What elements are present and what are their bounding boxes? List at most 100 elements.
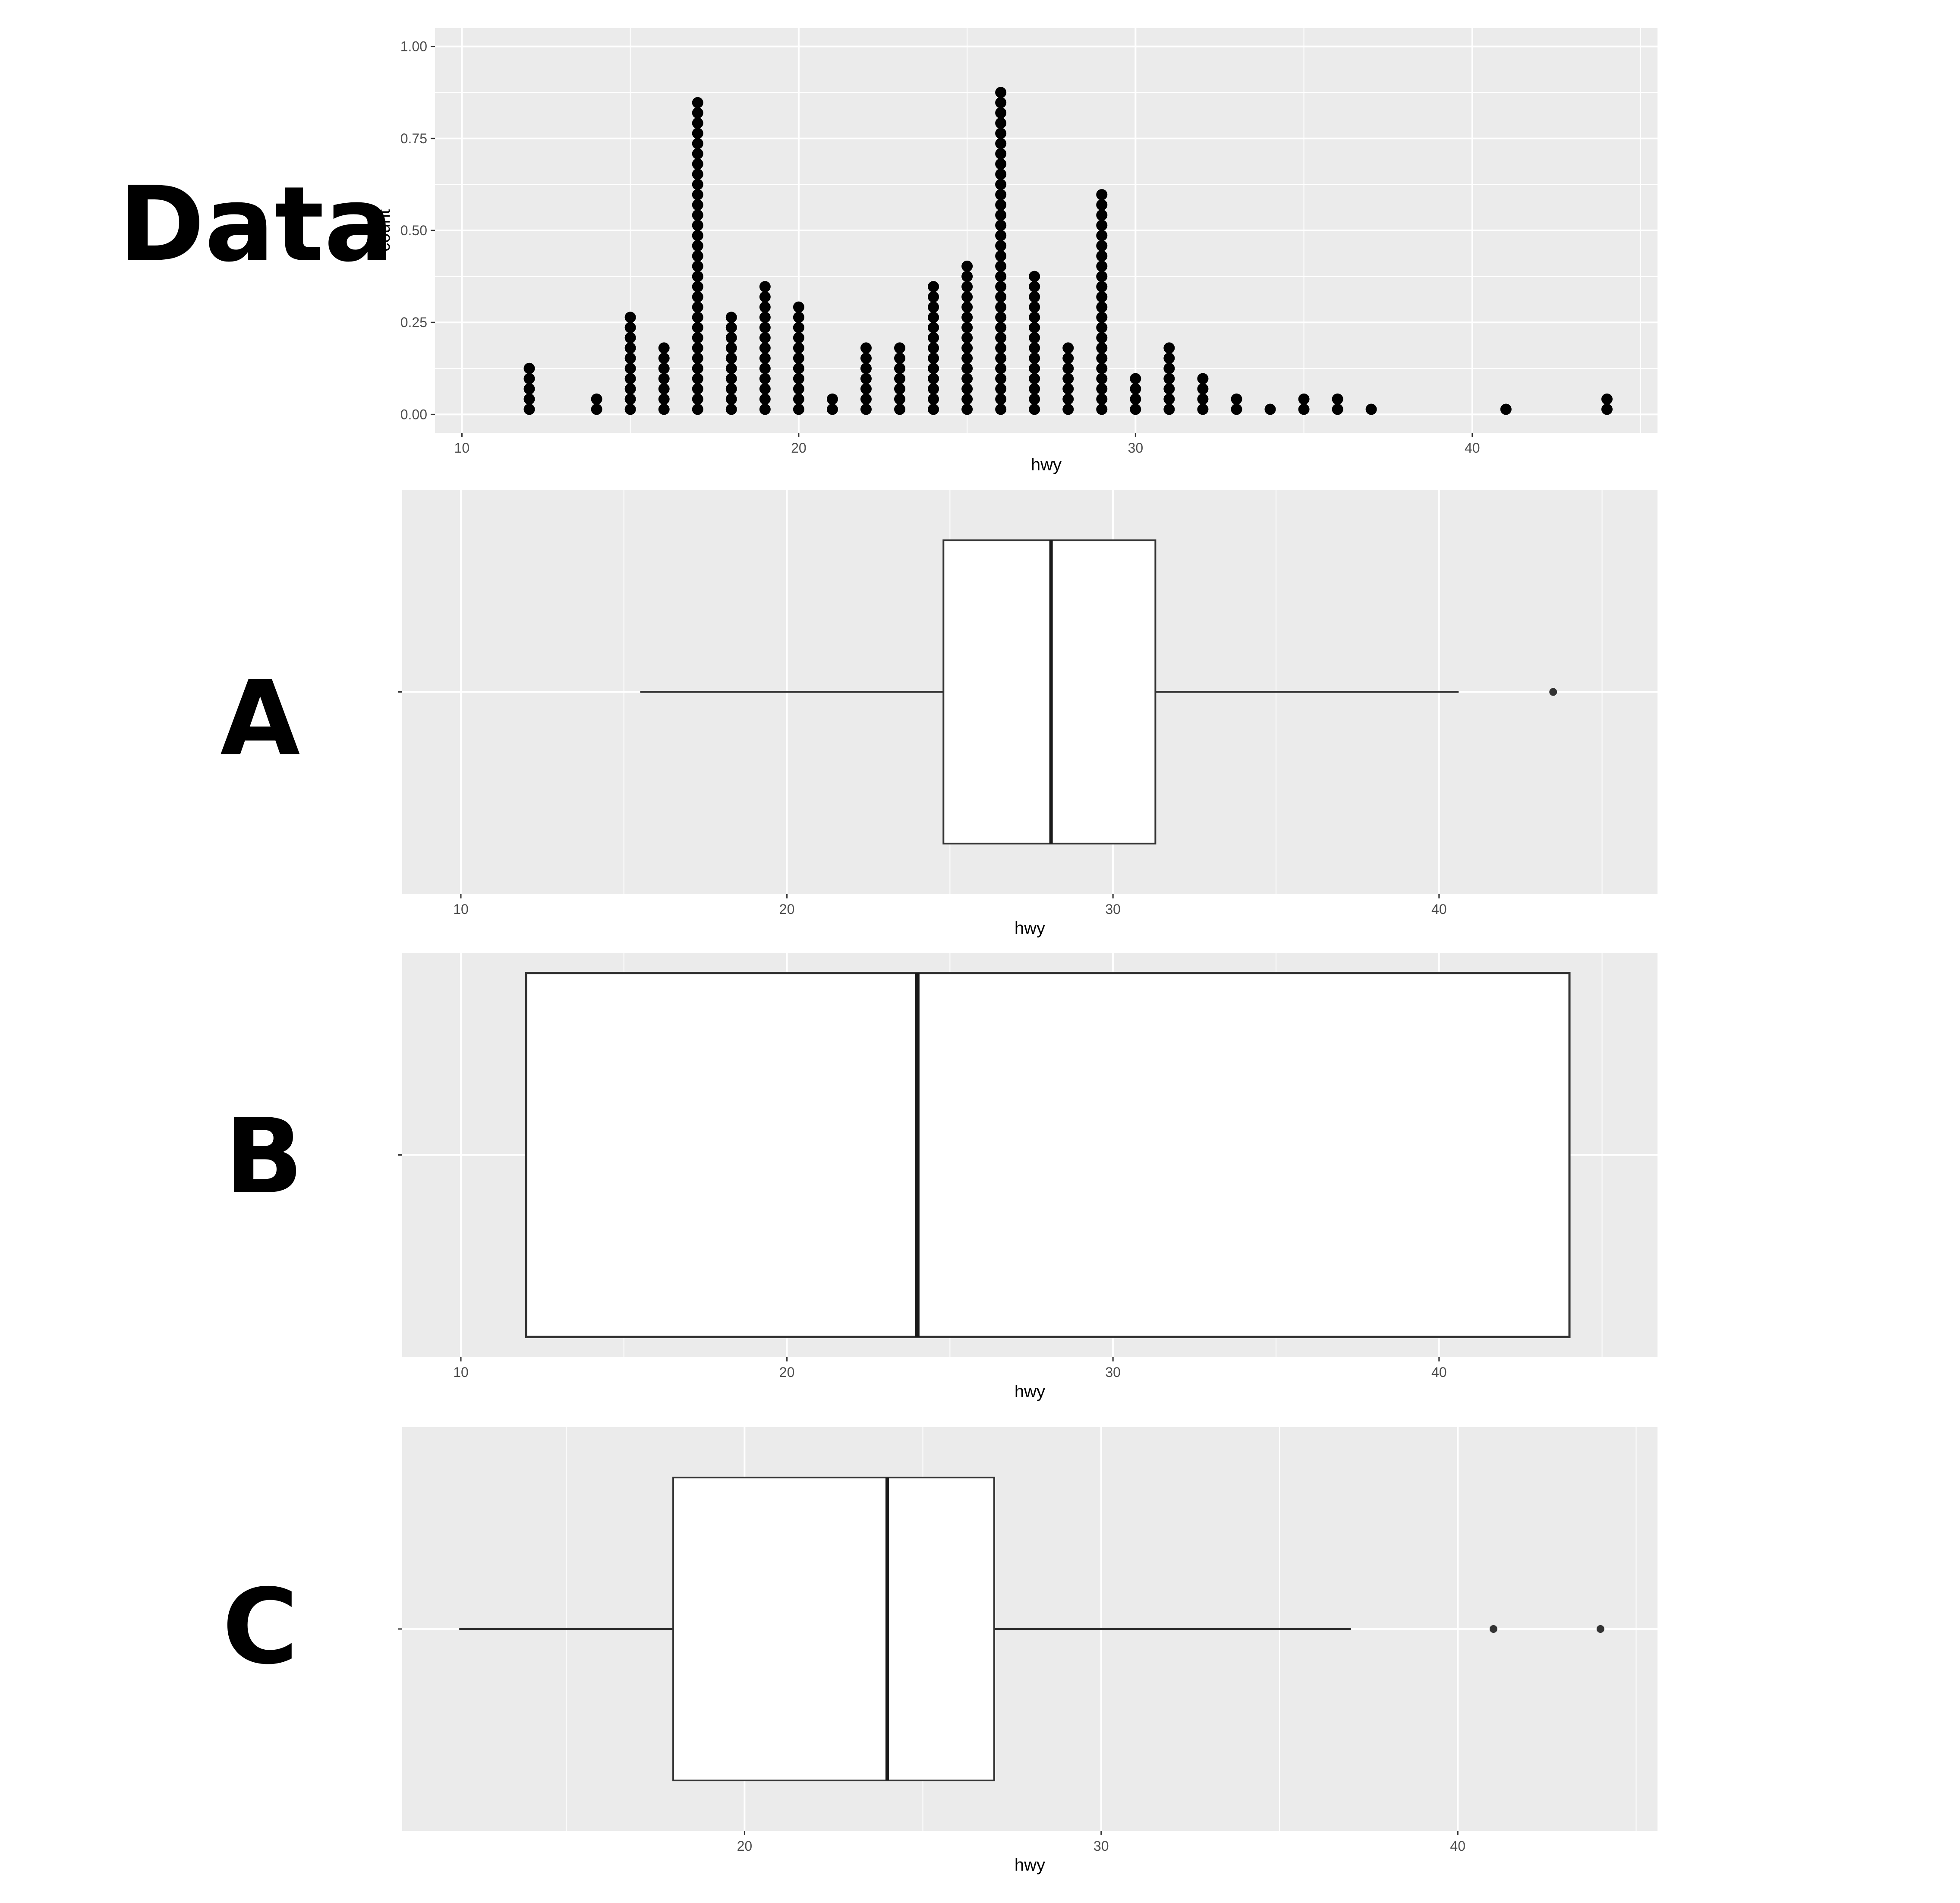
dot-point <box>793 332 804 343</box>
dot-point <box>894 383 906 395</box>
dot-point <box>523 362 535 374</box>
dot-point <box>1096 240 1108 252</box>
dot-point <box>692 271 703 282</box>
dot-point <box>1332 393 1343 405</box>
dot-point <box>961 362 973 374</box>
dot-point <box>928 301 939 313</box>
dot-point <box>1062 393 1074 405</box>
dot-point <box>1096 230 1108 241</box>
x-tick-label: 20 <box>737 1838 753 1854</box>
x-tick-label: 30 <box>1105 901 1121 917</box>
dot-point <box>793 403 804 415</box>
dot-point <box>961 383 973 395</box>
dot-point <box>759 291 771 302</box>
dot-point <box>961 271 973 282</box>
dot-point <box>1029 312 1040 323</box>
dot-point <box>995 271 1007 282</box>
dot-point <box>692 189 703 201</box>
dot-point <box>692 230 703 241</box>
dot-point <box>961 260 973 272</box>
dot-point <box>658 403 670 415</box>
dot-point <box>995 301 1007 313</box>
dot-point <box>995 240 1007 252</box>
dot-point <box>995 117 1007 129</box>
dot-point <box>692 383 703 395</box>
dot-point <box>692 403 703 415</box>
x-tick-label: 30 <box>1093 1838 1109 1854</box>
dot-point <box>894 393 906 405</box>
dot-point <box>860 383 872 395</box>
dot-point <box>1231 403 1242 415</box>
dot-point <box>995 250 1007 262</box>
dot-point <box>928 362 939 374</box>
dot-point <box>759 362 771 374</box>
x-tick-label: 40 <box>1450 1838 1465 1854</box>
dot-point <box>961 373 973 384</box>
dot-point <box>759 403 771 415</box>
dot-point <box>894 353 906 364</box>
x-tick-label: 10 <box>453 901 469 917</box>
dot-point <box>928 373 939 384</box>
dot-point <box>624 342 636 354</box>
dot-point <box>860 353 872 364</box>
dot-point <box>894 342 906 354</box>
dot-point <box>759 312 771 323</box>
dot-point <box>1096 260 1108 272</box>
y-tick-label: 1.00 <box>400 39 427 54</box>
dot-point <box>1096 271 1108 282</box>
dot-point <box>961 322 973 334</box>
dot-point <box>1096 332 1108 343</box>
dot-point <box>624 373 636 384</box>
dot-point <box>1130 373 1141 384</box>
dot-point <box>692 138 703 149</box>
dot-point <box>1096 403 1108 415</box>
dot-point <box>928 322 939 334</box>
dot-point <box>1029 291 1040 302</box>
dot-point <box>961 291 973 302</box>
dot-point <box>1096 322 1108 334</box>
dot-point <box>1130 403 1141 415</box>
dot-point <box>961 301 973 313</box>
dot-point <box>1231 393 1242 405</box>
dot-point <box>658 353 670 364</box>
dot-point <box>793 353 804 364</box>
dot-point <box>1029 342 1040 354</box>
dot-point <box>725 312 737 323</box>
dot-point <box>860 393 872 405</box>
dot-point <box>995 97 1007 108</box>
dot-point <box>860 403 872 415</box>
dot-point <box>995 373 1007 384</box>
dot-point <box>692 353 703 364</box>
dot-point <box>995 403 1007 415</box>
dot-point <box>995 138 1007 149</box>
dot-point <box>658 383 670 395</box>
dot-point <box>1197 383 1209 395</box>
dot-point <box>995 393 1007 405</box>
dot-point <box>1096 393 1108 405</box>
outlier-point <box>1489 1625 1497 1633</box>
dot-point <box>1601 403 1613 415</box>
dot-point <box>692 281 703 293</box>
dot-point <box>995 179 1007 190</box>
dot-point <box>1163 383 1175 395</box>
dot-point <box>1096 353 1108 364</box>
dot-point <box>1298 403 1310 415</box>
dot-point <box>759 322 771 334</box>
x-axis-title: hwy <box>1031 455 1062 474</box>
dot-point <box>995 148 1007 160</box>
dot-point <box>928 403 939 415</box>
dot-point <box>624 393 636 405</box>
dot-point <box>523 403 535 415</box>
dot-point <box>995 199 1007 211</box>
dot-point <box>1096 250 1108 262</box>
dot-point <box>995 281 1007 293</box>
dot-point <box>1096 281 1108 293</box>
dot-point <box>894 403 906 415</box>
dot-point <box>928 383 939 395</box>
dot-point <box>1062 403 1074 415</box>
dot-point <box>1096 362 1108 374</box>
dot-point <box>692 158 703 170</box>
x-tick-label: 30 <box>1105 1364 1121 1380</box>
dot-point <box>995 362 1007 374</box>
dot-point <box>1062 373 1074 384</box>
